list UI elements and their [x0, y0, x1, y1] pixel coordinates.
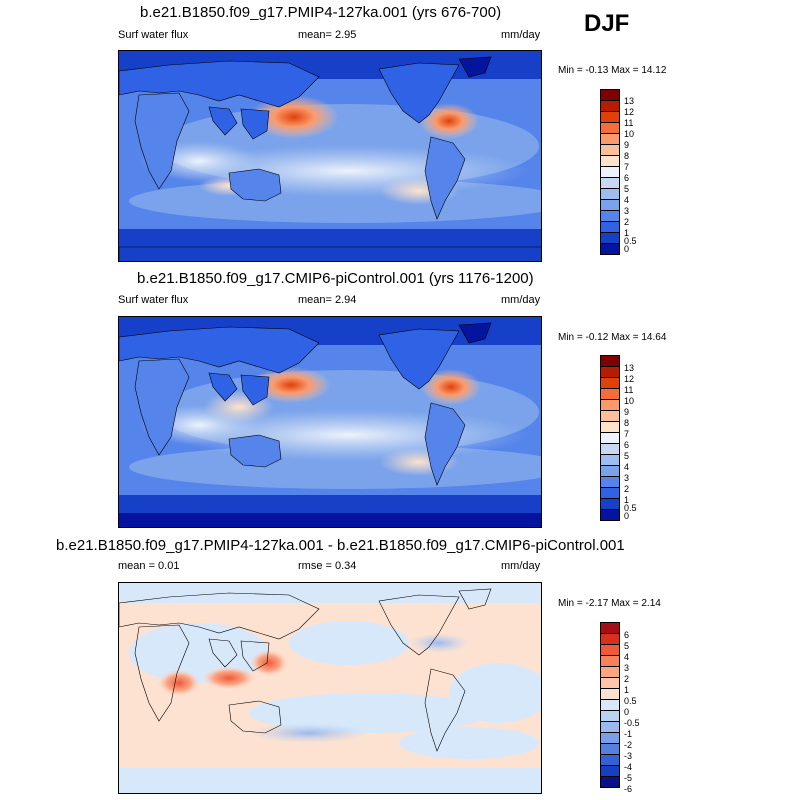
panel1-mean-label: mean= 2.95 — [298, 29, 357, 41]
panel3-minmax: Min = -2.17 Max = 2.14 — [558, 598, 661, 609]
panel3-units-label: mm/day — [501, 560, 541, 572]
panel2-map — [118, 316, 542, 528]
colorbar-tick-label: 6 — [624, 173, 630, 183]
colorbar-tick-label: 11 — [624, 118, 634, 128]
colorbar-tick-label: 3 — [624, 473, 630, 483]
panel2-mean-label: mean= 2.94 — [298, 294, 357, 306]
colorbar-tick-label: 0.5 — [624, 236, 637, 246]
colorbar-tick-label: 1 — [624, 228, 630, 238]
colorbar-tick-label: 4 — [624, 652, 630, 662]
panel3-map — [118, 582, 542, 794]
colorbar-tick-label: 4 — [624, 195, 630, 205]
panel1-units-label: mm/day — [501, 29, 541, 41]
panel2-map-svg — [119, 317, 541, 527]
panel3-title: b.e21.B1850.f09_g17.PMIP4-127ka.001 - b.… — [56, 537, 625, 554]
colorbar-tick-label: 6 — [624, 630, 630, 640]
colorbar-tick-label: 2 — [624, 484, 630, 494]
colorbar-tick-label: 7 — [624, 162, 630, 172]
panel3-rmse-label: rmse = 0.34 — [298, 560, 357, 572]
colorbar-cell — [600, 243, 620, 255]
colorbar-tick-label: 3 — [624, 663, 630, 673]
colorbar-tick-label: 8 — [624, 418, 630, 428]
colorbar-tick-label: -4 — [624, 762, 633, 772]
colorbar-tick-label: 2 — [624, 674, 630, 684]
colorbar-tick-label: 9 — [624, 407, 630, 417]
colorbar-tick-label: 5 — [624, 184, 630, 194]
colorbar-tick-label: 5 — [624, 451, 630, 461]
panel1-map-svg — [119, 51, 541, 261]
panel1-map — [118, 50, 542, 262]
panel2-units-label: mm/day — [501, 294, 541, 306]
panel3-colorbar — [600, 622, 620, 788]
panel1-variable-label: Surf water flux — [118, 29, 189, 41]
colorbar-tick-label: 0 — [624, 511, 630, 521]
colorbar-tick-label: 0.5 — [624, 503, 637, 513]
colorbar-tick-label: 3 — [624, 206, 630, 216]
panel1-title: b.e21.B1850.f09_g17.PMIP4-127ka.001 (yrs… — [140, 4, 502, 21]
colorbar-tick-label: -1 — [624, 729, 633, 739]
colorbar-tick-label: 6 — [624, 440, 630, 450]
panel2-title: b.e21.B1850.f09_g17.CMIP6-piControl.001 … — [137, 270, 534, 287]
colorbar-tick-label: 10 — [624, 396, 635, 406]
season-label: DJF — [584, 10, 630, 37]
colorbar-tick-label: 13 — [624, 363, 635, 373]
colorbar-tick-label: 11 — [624, 385, 634, 395]
colorbar-tick-label: -3 — [624, 751, 633, 761]
panel3-mean-label: mean = 0.01 — [118, 560, 180, 572]
colorbar-tick-label: 4 — [624, 462, 630, 472]
colorbar-cell — [600, 776, 620, 788]
colorbar-tick-label: 1 — [624, 495, 630, 505]
panel2-variable-label: Surf water flux — [118, 294, 189, 306]
panel1-minmax: Min = -0.13 Max = 14.12 — [558, 65, 667, 76]
colorbar-tick-label: 9 — [624, 140, 630, 150]
colorbar-tick-label: 0 — [624, 244, 630, 254]
colorbar-tick-label: 0 — [624, 707, 630, 717]
colorbar-tick-label: 5 — [624, 641, 630, 651]
colorbar-tick-label: 2 — [624, 217, 630, 227]
colorbar-tick-label: -6 — [624, 784, 633, 794]
colorbar-tick-label: -5 — [624, 773, 633, 783]
panel2-minmax: Min = -0.12 Max = 14.64 — [558, 332, 667, 343]
colorbar-tick-label: 7 — [624, 429, 630, 439]
colorbar-cell — [600, 509, 620, 521]
colorbar-tick-label: 12 — [624, 374, 635, 384]
colorbar-tick-label: -0.5 — [624, 718, 640, 728]
colorbar-tick-label: 8 — [624, 151, 630, 161]
colorbar-tick-label: -2 — [624, 740, 633, 750]
colorbar-tick-label: 1 — [624, 685, 630, 695]
panel1-colorbar — [600, 89, 620, 255]
colorbar-tick-label: 0.5 — [624, 696, 637, 706]
colorbar-tick-label: 12 — [624, 107, 635, 117]
colorbar-tick-label: 10 — [624, 129, 635, 139]
panel2-colorbar — [600, 355, 620, 521]
panel3-map-svg — [119, 583, 541, 793]
colorbar-tick-label: 13 — [624, 96, 635, 106]
